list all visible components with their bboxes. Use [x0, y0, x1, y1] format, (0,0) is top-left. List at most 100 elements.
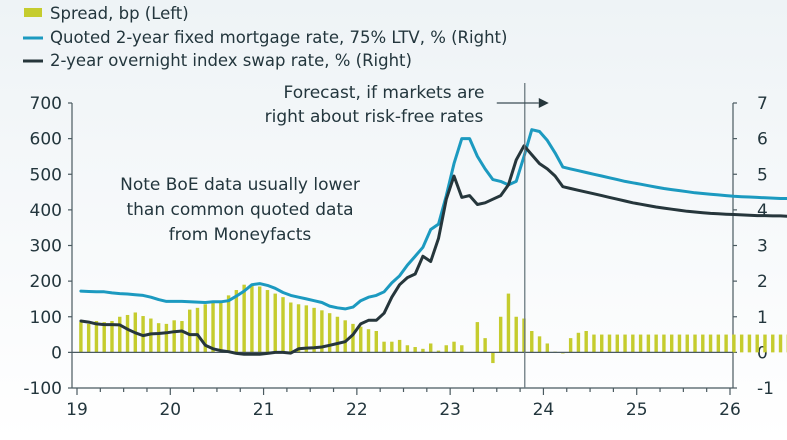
x-axis-tick-label: 22: [346, 400, 368, 420]
spread-bar: [576, 332, 581, 353]
x-axis-tick-label: 23: [439, 400, 461, 420]
right-axis-tick-label: 3: [757, 237, 768, 257]
spread-bar: [281, 297, 285, 353]
spread-bar: [156, 323, 161, 353]
right-axis: 7 6 5 4 3 2 1 0 -1: [732, 94, 774, 399]
left-axis-tick-label: 400: [30, 201, 62, 221]
spread-bar: [110, 321, 114, 353]
spread-bar: [685, 334, 689, 353]
spread-bar: [382, 341, 386, 353]
spread-bar: [289, 302, 293, 353]
right-axis-tick-label: 0: [757, 343, 768, 363]
spread-bar: [390, 341, 394, 353]
legend-swatch-spread: [24, 8, 42, 17]
spread-bar: [677, 334, 682, 353]
spread-bar: [646, 334, 651, 353]
spread-bar: [623, 334, 627, 353]
spread-bar: [86, 323, 91, 353]
legend: Spread, bp (Left) Quoted 2-year fixed mo…: [23, 4, 507, 70]
forecast-annotation-line1: Forecast, if markets are: [284, 83, 485, 103]
spread-bar: [475, 322, 480, 353]
x-axis: 19 20 21 22 23 24 25 26: [66, 387, 741, 420]
mortgage-rate-line: [79, 128, 787, 311]
spread-bar: [195, 307, 200, 353]
spread-bar: [631, 334, 635, 353]
spread-bar: [693, 334, 697, 353]
spread-bar: [444, 345, 448, 353]
left-axis-tick-label: 500: [30, 165, 62, 185]
spread-bar: [498, 316, 503, 353]
legend-label-swap: 2-year overnight index swap rate, % (Rig…: [50, 51, 412, 70]
spread-bar: [615, 334, 619, 353]
spread-bar: [335, 316, 340, 353]
spread-bar: [265, 290, 270, 353]
right-axis-tick-label: 6: [757, 130, 768, 150]
spread-bar: [739, 334, 744, 353]
spread-bar: [351, 323, 355, 353]
right-axis-tick-label: 1: [757, 308, 768, 328]
spread-bar: [211, 302, 215, 353]
spread-bar: [708, 334, 713, 353]
spread-bar: [638, 334, 643, 353]
spread-bar: [600, 334, 604, 353]
spread-bar: [94, 321, 99, 353]
spread-bar: [273, 293, 277, 353]
spread-bar: [304, 305, 309, 353]
spread-bar: [421, 348, 425, 353]
spread-bar: [257, 286, 262, 353]
x-axis-tick-label: 25: [626, 400, 648, 420]
spread-bar: [312, 307, 316, 353]
spread-bar: [514, 316, 518, 353]
spread-bar: [568, 338, 573, 353]
spread-bar: [592, 334, 596, 353]
legend-label-mortgage: Quoted 2-year fixed mortgage rate, 75% L…: [50, 28, 507, 47]
spread-bar: [506, 293, 511, 353]
spread-bar: [607, 334, 612, 353]
swap-rate-line: [79, 144, 787, 356]
spread-bar: [172, 320, 176, 353]
forecast-arrow-head-icon: [538, 98, 549, 108]
spread-bar: [584, 331, 588, 353]
x-axis-tick-label: 24: [533, 400, 555, 420]
spread-bar: [483, 338, 487, 353]
left-axis-tick-label: 100: [30, 308, 62, 328]
left-axis-tick-label: 0: [51, 343, 62, 363]
left-axis: 700 600 500 400 300 200 100 0 -100: [23, 94, 73, 399]
spread-bar: [320, 310, 324, 353]
left-axis-tick-label: 600: [30, 130, 62, 150]
x-axis-tick-label: 21: [253, 400, 275, 420]
spread-bar: [545, 343, 550, 353]
x-axis-tick-label: 26: [719, 400, 741, 420]
spread-bar: [724, 334, 728, 353]
spread-bar: [778, 334, 783, 353]
spread-bar: [654, 334, 658, 353]
spread-bar: [397, 339, 402, 353]
spread-bar: [343, 320, 347, 353]
left-axis-tick-label: -100: [23, 379, 62, 399]
spread-bar: [747, 334, 752, 353]
rate-lines: [79, 128, 787, 356]
spread-bar: [296, 304, 301, 353]
spread-bar: [79, 322, 83, 353]
spread-bar: [537, 336, 542, 353]
x-axis-tick-label: 20: [159, 400, 181, 420]
spread-bar: [530, 331, 534, 353]
spread-bar: [102, 322, 106, 353]
spread-bar: [180, 321, 184, 353]
spread-bar: [250, 284, 254, 353]
legend-label-spread: Spread, bp (Left): [50, 4, 189, 23]
spread-bar: [366, 329, 371, 353]
spread-bar: [149, 318, 153, 353]
spread-bar: [428, 343, 433, 353]
spread-bar: [669, 334, 674, 353]
spread-bar: [763, 334, 767, 353]
right-axis-tick-label: 2: [757, 272, 768, 292]
spread-bar: [125, 314, 130, 353]
spread-bar: [374, 331, 379, 353]
spread-bar: [732, 334, 736, 353]
spread-bar: [460, 345, 464, 353]
spread-bar: [164, 323, 169, 353]
spread-bar: [701, 334, 705, 353]
left-axis-tick-label: 200: [30, 272, 62, 292]
